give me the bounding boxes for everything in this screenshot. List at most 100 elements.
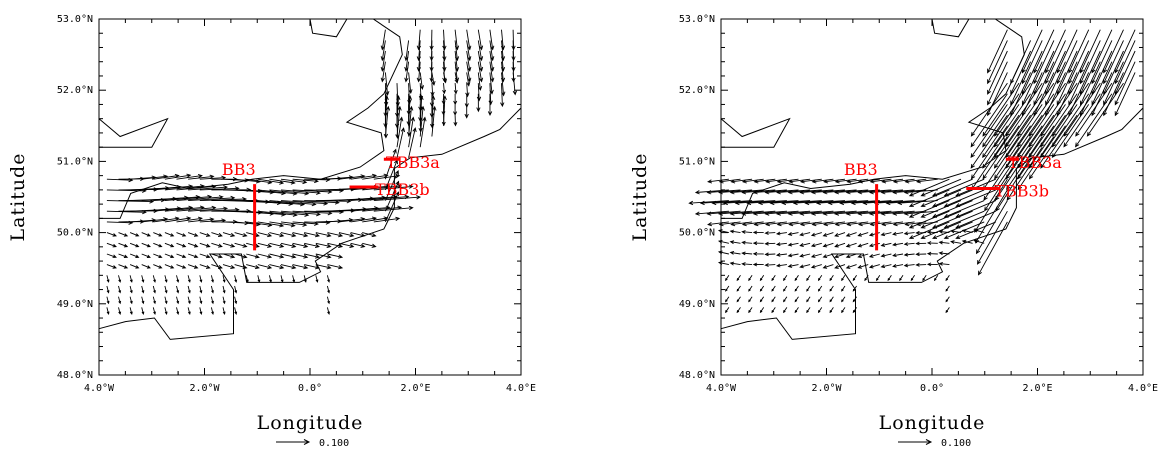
- vector-arrow: [892, 210, 927, 216]
- vector-arrow: [723, 200, 764, 206]
- vector-arrow: [764, 263, 776, 267]
- x-axis-title: Longitude: [257, 412, 364, 434]
- vector-arrow: [292, 178, 319, 184]
- vector-arrow: [741, 178, 764, 184]
- vector-arrow: [903, 252, 915, 257]
- vector-arrow: [926, 251, 938, 256]
- vector-arrow: [741, 230, 753, 234]
- vector-arrow: [729, 240, 741, 245]
- vector-arrow: [326, 275, 330, 283]
- vector-arrow: [868, 232, 880, 237]
- vector-arrow: [799, 210, 834, 216]
- vector-arrow: [1033, 50, 1055, 95]
- vector-arrow: [118, 307, 122, 315]
- vector-arrow: [404, 61, 410, 83]
- vector-arrow: [118, 242, 129, 248]
- vector-arrow: [500, 50, 506, 72]
- vector-arrow: [1056, 50, 1078, 95]
- vector-arrow: [1068, 72, 1090, 117]
- vector-arrow: [187, 275, 191, 283]
- vector-arrow: [129, 264, 140, 269]
- vector-arrow: [829, 275, 834, 282]
- vector-arrow: [129, 232, 140, 237]
- vector-arrow: [1006, 146, 1043, 201]
- vector-arrow: [1079, 61, 1101, 106]
- vector-arrow: [211, 242, 223, 248]
- vector-arrow: [257, 275, 261, 283]
- vector-arrow: [304, 232, 321, 238]
- vector-arrow: [915, 263, 927, 267]
- vector-arrow: [788, 221, 811, 227]
- y-tick-label: 52.0°N: [679, 85, 715, 96]
- vector-arrow: [845, 232, 857, 237]
- vector-arrow: [453, 104, 458, 116]
- vector-arrow: [362, 242, 377, 248]
- vector-arrow: [765, 221, 787, 227]
- vector-arrow: [799, 242, 811, 247]
- vector-arrow: [222, 285, 226, 294]
- vector-arrow: [303, 275, 307, 283]
- vector-arrow: [1006, 136, 1043, 191]
- vector-arrow: [987, 50, 1008, 95]
- vector-arrow: [187, 253, 199, 259]
- vector-arrow: [748, 296, 753, 303]
- vector-arrow: [1045, 40, 1066, 85]
- vector-arrow: [970, 82, 1008, 137]
- vector-arrow: [304, 253, 321, 259]
- map-panel-left: 4.0°W 2.0°W 0.0° 2.0°E 4.0°E 48.0°N 49.0°N 50.0…: [7, 14, 536, 449]
- map-panel-right: 4.0°W 2.0°W 0.0° 2.0°E 4.0°E 48.0°N 49.0°N 50.0…: [629, 14, 1158, 449]
- vector-arrow: [933, 275, 939, 282]
- vector-arrow: [725, 307, 730, 314]
- vector-arrow: [292, 242, 309, 248]
- vector-arrow: [932, 178, 973, 197]
- vector-arrow: [380, 50, 386, 72]
- vector-arrow: [466, 40, 472, 62]
- vector-arrow: [955, 210, 996, 229]
- vector-arrow: [970, 114, 1008, 169]
- vector-arrow: [269, 242, 285, 248]
- vector-arrow: [489, 29, 495, 51]
- vector-arrow: [489, 61, 495, 83]
- vector-arrow: [752, 262, 764, 267]
- vector-arrow: [799, 253, 811, 258]
- vector-arrow: [1045, 61, 1066, 106]
- vector-arrow: [725, 275, 730, 282]
- vector-arrow: [810, 253, 822, 258]
- vector-arrow: [741, 251, 753, 256]
- vector-arrow: [280, 264, 297, 270]
- vector-arrow: [1010, 50, 1032, 95]
- y-tick-label: 53.0°N: [57, 14, 93, 25]
- vector-arrow: [903, 263, 915, 268]
- vector-arrow: [141, 307, 145, 316]
- x-axis-title: Longitude: [879, 412, 986, 434]
- vector-arrow: [327, 232, 344, 238]
- vector-arrow: [775, 242, 787, 247]
- section-label-tbb3b: TBB3b: [375, 180, 430, 199]
- vector-arrow: [1068, 29, 1090, 74]
- vector-arrow: [327, 253, 344, 259]
- vector-arrow: [892, 263, 904, 268]
- vector-arrow: [1056, 40, 1078, 85]
- vector-arrow: [783, 275, 788, 282]
- vector-arrow: [892, 231, 904, 236]
- vector-arrow: [441, 93, 446, 105]
- vector-arrow: [753, 178, 776, 184]
- vector-arrow: [269, 253, 285, 259]
- vector-arrow: [938, 261, 950, 266]
- vector-arrow: [234, 275, 238, 283]
- vector-arrow: [210, 307, 214, 316]
- axis-ticks: [98, 18, 522, 376]
- vector-arrow: [106, 264, 117, 269]
- vector-arrow: [822, 189, 857, 195]
- vector-arrow: [164, 253, 175, 258]
- vector-arrow: [880, 253, 892, 258]
- vector-arrow: [839, 200, 880, 206]
- vector-arrow: [827, 200, 869, 206]
- vector-arrow: [736, 307, 741, 314]
- section-label-tbb3a: TBB3a: [1008, 153, 1062, 172]
- vector-arrow: [441, 104, 446, 116]
- vector-arrow: [416, 50, 421, 72]
- vector-arrow: [787, 210, 822, 216]
- vector-arrow: [257, 178, 285, 185]
- vector-arrow: [176, 264, 187, 269]
